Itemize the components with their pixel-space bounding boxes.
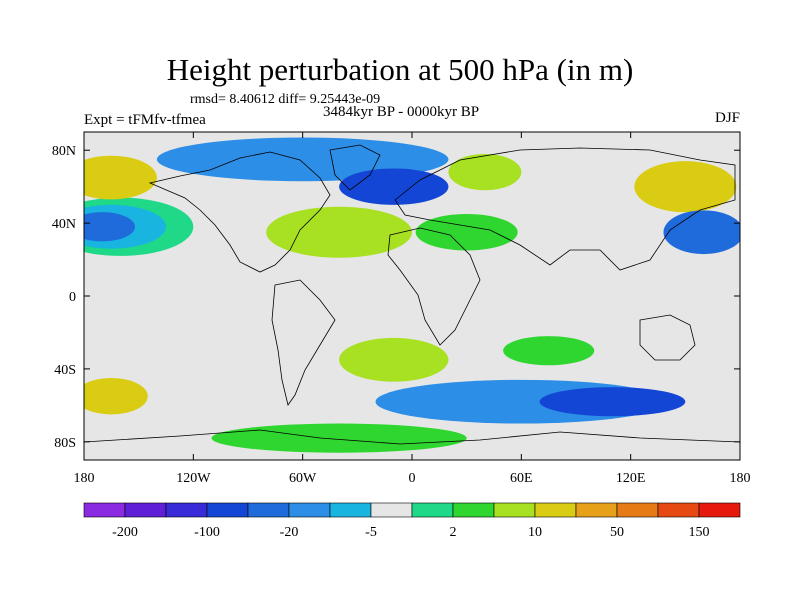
lon-tick-label: 120W xyxy=(176,471,211,486)
colorbar-swatch xyxy=(83,502,126,518)
atlantic-positive-region xyxy=(266,206,412,258)
lat-tick-label: 40S xyxy=(54,363,76,378)
south-america-coast xyxy=(271,279,336,406)
colorbar-swatch xyxy=(493,502,536,518)
southern-ocean-negative-core-region xyxy=(539,387,686,417)
mediterranean-positive-region xyxy=(415,214,518,251)
colorbar-swatch xyxy=(698,502,741,518)
season-label: DJF xyxy=(714,110,740,126)
south-atlantic-positive-region xyxy=(339,337,449,382)
colorbar-swatch xyxy=(452,502,495,518)
colorbar-label: -100 xyxy=(194,525,220,540)
colorbar-swatch xyxy=(370,502,413,518)
latitude-axis: 80N 40N 0 40S 80S xyxy=(52,144,740,451)
colorbar-swatch xyxy=(411,502,454,518)
lon-tick-label: 180 xyxy=(74,471,95,486)
map-title: Height perturbation at 500 hPa (in m) xyxy=(166,52,634,87)
colorbar xyxy=(83,502,741,518)
period-label: 3484kyr BP - 0000kyr BP xyxy=(323,104,480,120)
antarctica-coast xyxy=(84,429,740,445)
australia-coast xyxy=(639,314,696,361)
lon-tick-label: 120E xyxy=(616,471,646,486)
colorbar-labels: -200 -100 -20 -5 2 10 50 150 xyxy=(112,525,709,540)
colorbar-label: 50 xyxy=(610,525,624,540)
siberia-positive-region xyxy=(448,153,522,191)
west-pacific-negative-region xyxy=(663,210,740,255)
coastlines xyxy=(84,144,740,445)
longitude-axis: 180 120W 60W 0 60E 120E 180 xyxy=(74,132,751,486)
colorbar-swatch xyxy=(534,502,577,518)
greenland-coast xyxy=(329,144,381,191)
colorbar-label: -20 xyxy=(280,525,299,540)
east-asia-positive-region xyxy=(634,161,737,213)
lon-tick-label: 60E xyxy=(510,471,533,486)
colorbar-swatch xyxy=(616,502,659,518)
north-pacific-negative-core-region xyxy=(84,212,136,242)
colorbar-label: 150 xyxy=(689,525,710,540)
lon-tick-label: 60W xyxy=(289,471,317,486)
height-field xyxy=(84,137,740,453)
lat-tick-label: 40N xyxy=(52,217,76,232)
lat-tick-label: 80S xyxy=(54,436,76,451)
lon-tick-label: 0 xyxy=(409,471,416,486)
lat-tick-label: 80N xyxy=(52,144,76,159)
south-indian-positive-region xyxy=(503,336,595,366)
statistics-text: rmsd= 8.40612 diff= 9.25443e-09 xyxy=(190,92,381,107)
alaska-positive-region xyxy=(84,155,157,200)
lon-tick-label: 180 xyxy=(730,471,751,486)
north-america-coast xyxy=(148,151,331,273)
colorbar-label: -200 xyxy=(112,525,138,540)
africa-coast xyxy=(387,227,481,346)
colorbar-label: 10 xyxy=(528,525,542,540)
lat-tick-label: 0 xyxy=(69,290,76,305)
colorbar-swatch xyxy=(165,502,208,518)
colorbar-label: 2 xyxy=(450,525,457,540)
south-pacific-positive-region xyxy=(84,378,148,415)
eurasia-coast xyxy=(394,147,736,271)
colorbar-swatch xyxy=(247,502,290,518)
colorbar-label: -5 xyxy=(365,525,377,540)
colorbar-swatch xyxy=(288,502,331,518)
experiment-label: Expt = tFMfv-tfmea xyxy=(84,112,206,128)
colorbar-swatch xyxy=(575,502,618,518)
colorbar-swatch xyxy=(124,502,167,518)
colorbar-swatch xyxy=(206,502,249,518)
colorbar-swatch xyxy=(657,502,700,518)
antarctic-positive-region xyxy=(211,423,467,453)
colorbar-swatch xyxy=(329,502,372,518)
